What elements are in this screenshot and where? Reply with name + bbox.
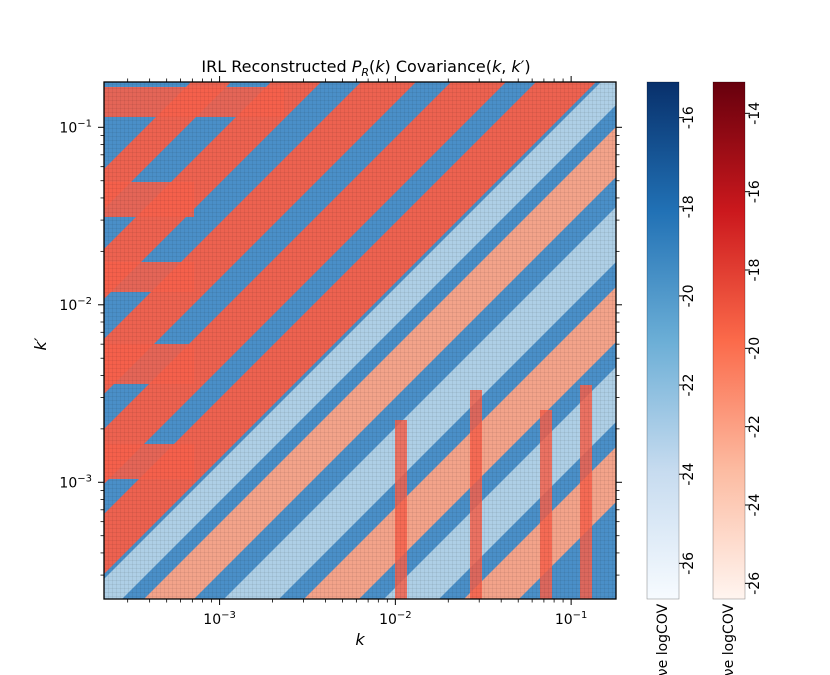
- colorbar-negative-label: νe logCOV: [655, 603, 671, 675]
- colorbar-tick-label: -18: [681, 195, 697, 218]
- plot-frame: [103, 81, 617, 600]
- colorbar-tick-label: -20: [747, 337, 763, 360]
- chart-title: IRL Reconstructed PR(k) Covariance(k, k′…: [201, 57, 530, 79]
- colorbar-tick-label: -14: [747, 102, 763, 125]
- y-tick-label: 10−2: [59, 296, 92, 314]
- y-tick-label: 10−1: [59, 118, 92, 136]
- y-axis-label: k′: [31, 337, 50, 350]
- colorbar-tick-label: -20: [681, 284, 697, 307]
- colorbar-negative: -16 -18 -20 -22 -24 -26 νe logCOV: [646, 81, 697, 675]
- colorbar-positive-label: νe logCOV: [721, 603, 737, 675]
- colorbar-tick-label: -16: [747, 180, 763, 203]
- colorbar-negative-gradient: [647, 82, 679, 599]
- y-axis: 10−3 10−2 10−1: [59, 118, 622, 576]
- colorbar-tick-label: -24: [747, 493, 763, 516]
- x-axis-label: k: [355, 630, 365, 649]
- colorbar-tick-label: -22: [747, 415, 763, 438]
- colorbar-tick-label: -16: [681, 106, 697, 129]
- x-tick-label: 10−1: [555, 610, 588, 628]
- colorbar-tick-label: -22: [681, 374, 697, 397]
- x-tick-label: 10−2: [379, 610, 412, 628]
- heatmap: [104, 82, 616, 599]
- colorbar-tick-label: -26: [747, 572, 763, 595]
- colorbar-positive-gradient: [713, 82, 745, 599]
- colorbar-tick-label: -18: [747, 259, 763, 282]
- colorbar-tick-label: -26: [681, 552, 697, 575]
- colorbar-positive: -14 -16 -18 -20 -22 -24 -26 νe logCOV: [712, 81, 763, 675]
- x-axis: 10−3 10−2 10−1: [127, 76, 588, 628]
- colorbar-tick-label: -24: [681, 463, 697, 486]
- x-tick-label: 10−3: [203, 610, 236, 628]
- y-tick-label: 10−3: [59, 473, 92, 491]
